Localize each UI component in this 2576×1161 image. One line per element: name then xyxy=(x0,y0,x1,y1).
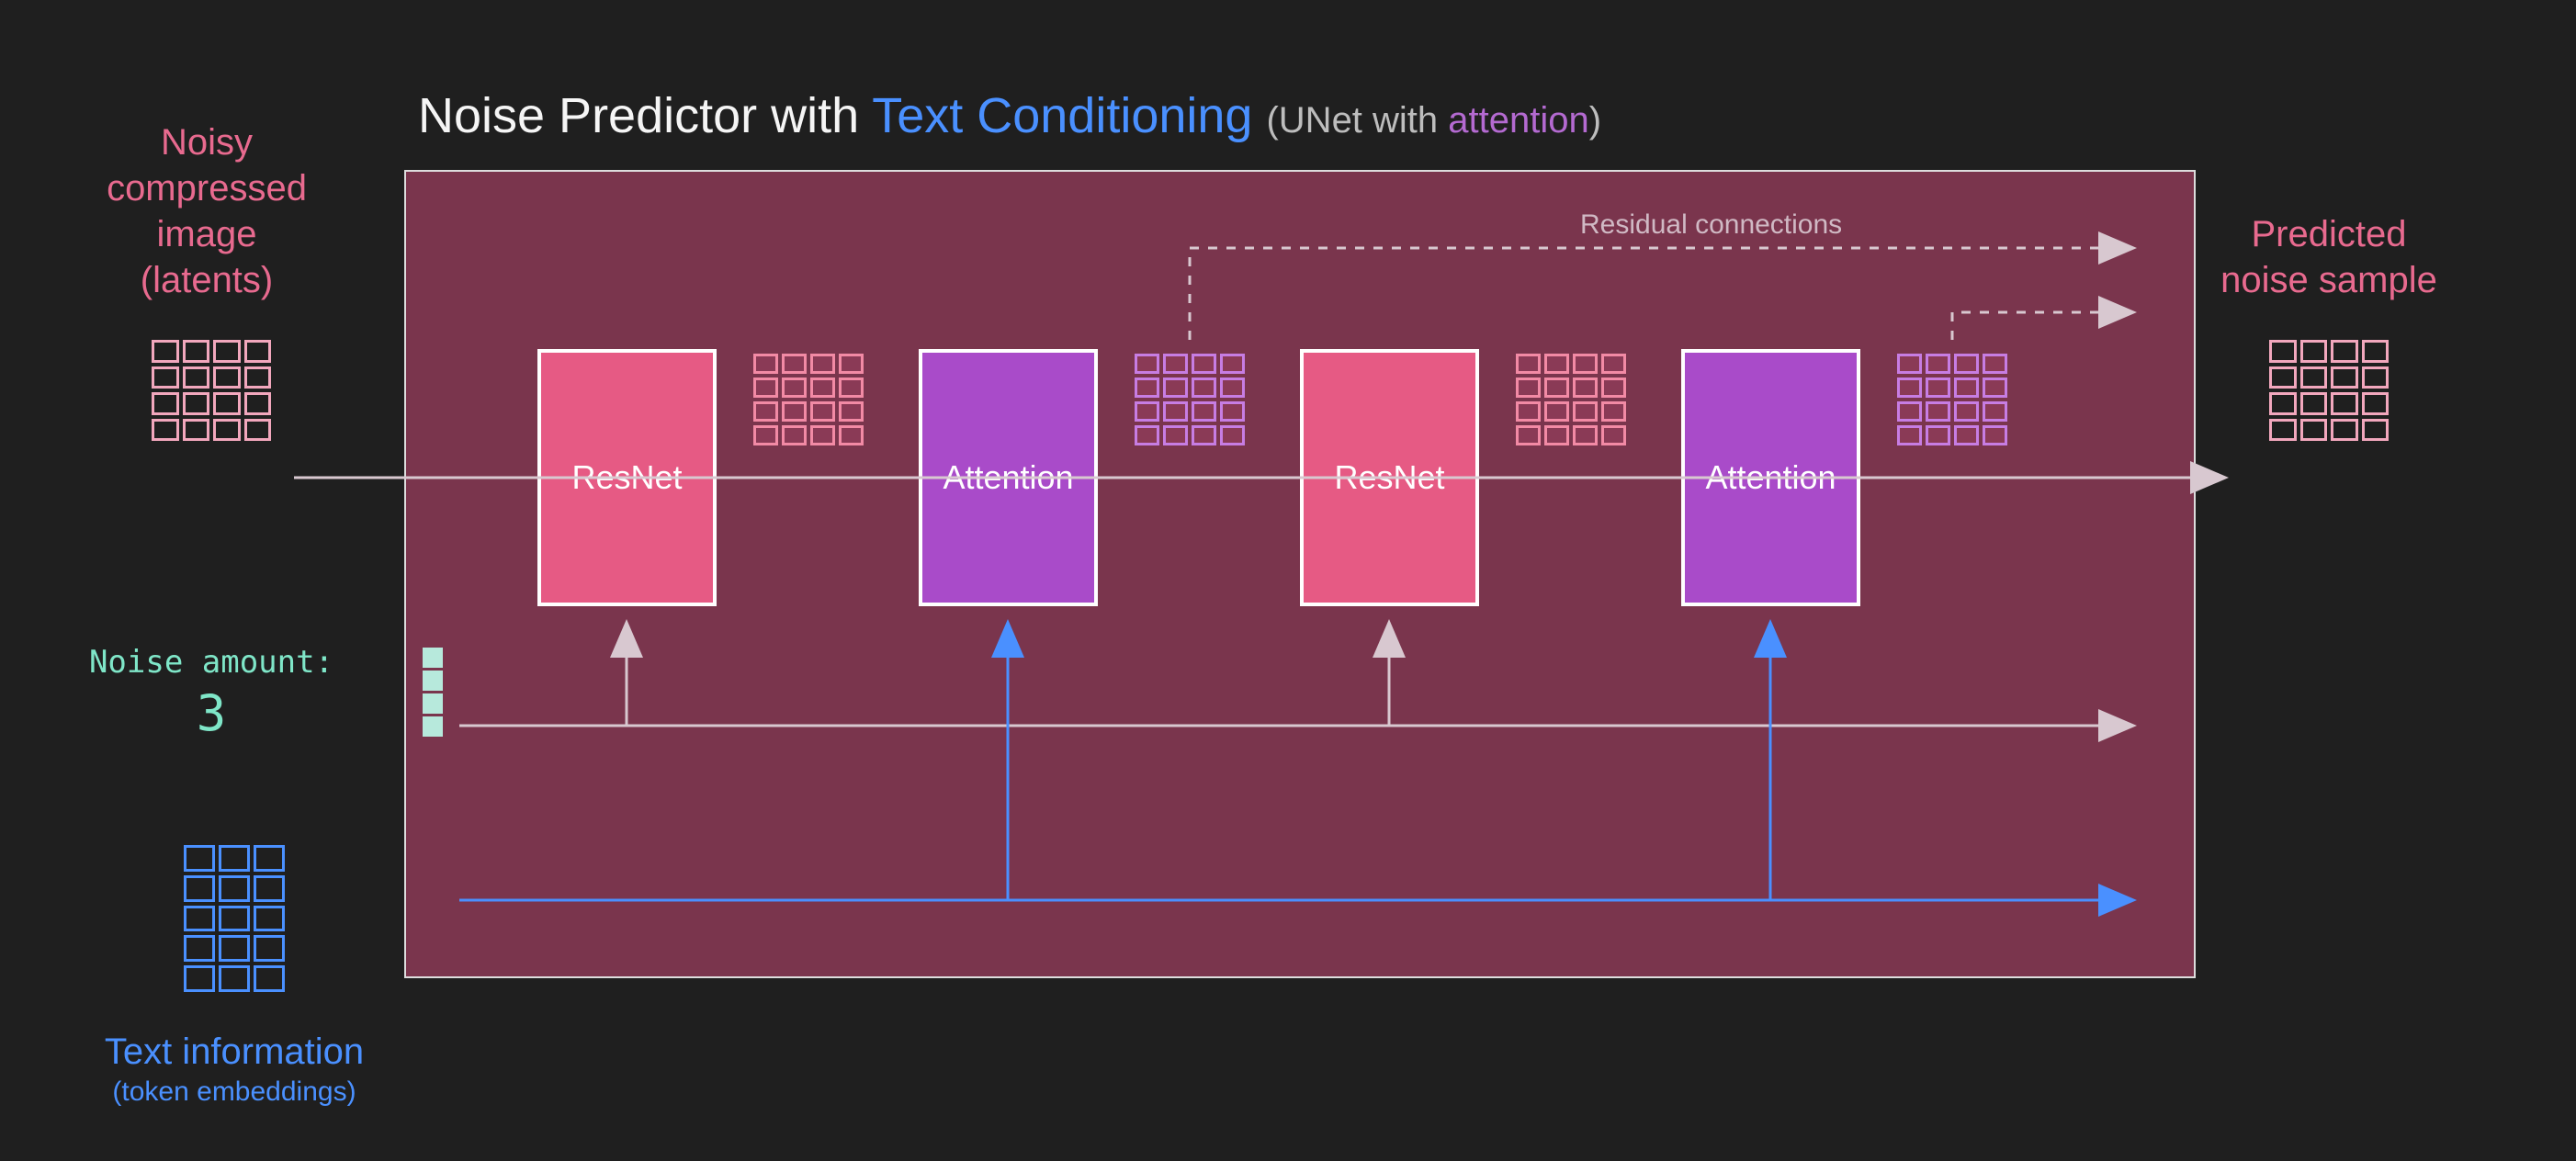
pred-line1: Predicted xyxy=(2182,211,2476,257)
noisy-line2: compressed xyxy=(78,165,335,211)
resnet-1-block: ResNet xyxy=(537,349,717,606)
label-text-information: Text information(token embeddings) xyxy=(69,1029,400,1110)
title-seg-4: attention xyxy=(1448,100,1588,141)
noise-amount-glyph xyxy=(423,648,443,737)
attention-2-block: Attention xyxy=(1681,349,1860,606)
textinfo-line2: (token embeddings) xyxy=(69,1075,400,1110)
title-seg-3: (UNet with xyxy=(1266,100,1448,141)
attention-2-label: Attention xyxy=(1705,458,1836,497)
noisy-line4: (latents) xyxy=(78,257,335,303)
attention-1-label: Attention xyxy=(943,458,1073,497)
diagram-title: Noise Predictor with Text Conditioning (… xyxy=(418,87,1601,144)
label-residual-connections: Residual connections xyxy=(1580,209,1842,241)
resnet-2-label: ResNet xyxy=(1334,458,1444,497)
label-noisy-latents: Noisycompressedimage(latents) xyxy=(78,119,335,303)
noisy-line3: image xyxy=(78,211,335,257)
out-pred-grid-icon xyxy=(2269,340,2389,441)
text-emb-grid-icon xyxy=(184,845,285,992)
noise-amt-label: Noise amount: xyxy=(73,643,349,682)
noisy-line1: Noisy xyxy=(78,119,335,165)
resnet-1-label: ResNet xyxy=(571,458,682,497)
noise-amt-value: 3 xyxy=(73,682,349,745)
label-predicted-noise: Predictednoise sample xyxy=(2182,211,2476,303)
resnet-2-block: ResNet xyxy=(1300,349,1479,606)
title-seg-5: ) xyxy=(1589,100,1601,141)
label-noise-amount: Noise amount:3 xyxy=(73,643,349,744)
pred-line2: noise sample xyxy=(2182,257,2476,303)
mid-4-grid-icon xyxy=(1897,354,2007,445)
mid-1-grid-icon xyxy=(753,354,864,445)
title-seg-1: Noise Predictor with xyxy=(418,88,872,143)
title-seg-2: Text Conditioning xyxy=(872,88,1266,143)
mid-3-grid-icon xyxy=(1516,354,1626,445)
mid-2-grid-icon xyxy=(1135,354,1245,445)
in-latent-grid-icon xyxy=(152,340,271,441)
attention-1-block: Attention xyxy=(919,349,1098,606)
textinfo-line1: Text information xyxy=(69,1029,400,1075)
